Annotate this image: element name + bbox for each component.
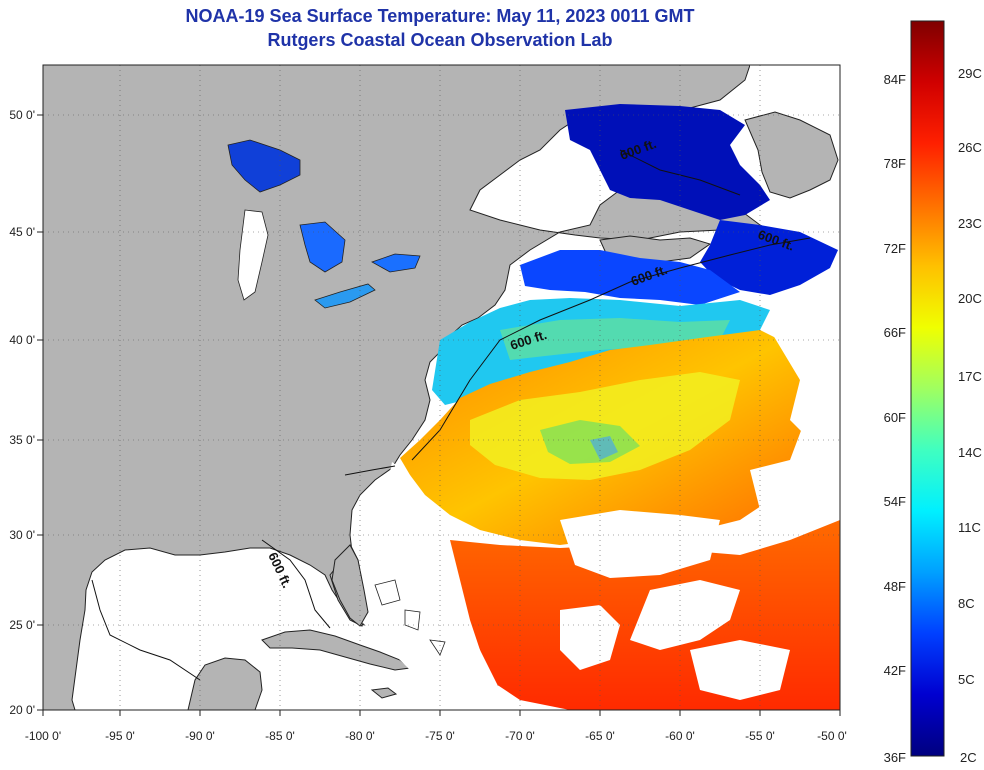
water-gulf-st-lawrence	[565, 104, 770, 220]
colorbar-f-label: 36F	[884, 750, 906, 765]
colorbar-f-label: 54F	[884, 494, 906, 509]
colorbar-f-label: 48F	[884, 579, 906, 594]
isobath-600ft	[91, 149, 811, 681]
map-title: NOAA-19 Sea Surface Temperature: May 11,…	[185, 6, 695, 26]
lake-michigan	[237, 209, 269, 301]
lon-tick-label: -80 0'	[345, 729, 375, 743]
colorbar-f-label: 78F	[884, 156, 906, 171]
colorbar-f-label: 42F	[884, 663, 906, 678]
lon-tick-label: -100 0'	[25, 729, 61, 743]
water-gulf-of-maine	[520, 250, 740, 305]
lake-superior	[227, 139, 301, 193]
lat-tick-label: 40 0'	[9, 333, 35, 347]
colorbar-f-label: 60F	[884, 410, 906, 425]
lake-ontario	[371, 253, 421, 273]
colorbar-c-label: 11C	[958, 520, 981, 535]
land-florida-peninsula	[331, 544, 369, 627]
lon-tick-label: -75 0'	[425, 729, 455, 743]
land-yucatan	[187, 657, 263, 710]
map-area: 600 ft. 600 ft. 600 ft. 600 ft. 600 ft.	[43, 65, 840, 710]
axis-ticks	[37, 114, 841, 716]
lat-tick-label: 30 0'	[9, 528, 35, 542]
cloud-cover	[690, 640, 790, 700]
land-newfoundland	[744, 111, 839, 199]
colorbar-c-label: 8C	[958, 596, 975, 611]
land-jamaica	[370, 687, 398, 699]
lat-tick-label: 50 0'	[9, 108, 35, 122]
colorbar-c-label: 14C	[958, 445, 982, 460]
cloud-cover	[560, 605, 620, 670]
water-mixed-patch	[590, 436, 618, 460]
colorbar-f-label: 84F	[884, 72, 906, 87]
lon-tick-label: -55 0'	[745, 729, 775, 743]
temperature-colorbar	[910, 20, 945, 757]
land-bahamas	[374, 579, 446, 656]
lake-huron	[299, 221, 346, 273]
water-slope-green	[500, 318, 730, 360]
map-frame	[42, 64, 841, 711]
lon-tick-label: -65 0'	[585, 729, 615, 743]
lat-tick-label: 45 0'	[9, 225, 35, 239]
colorbar-f-label: 72F	[884, 241, 906, 256]
colorbar-f-label: 66F	[884, 325, 906, 340]
swath-no-data	[360, 462, 500, 695]
cloud-cover	[750, 460, 810, 510]
cloud-cover	[770, 280, 840, 440]
lon-tick-label: -50 0'	[817, 729, 847, 743]
land-north-america	[43, 65, 791, 710]
colorbar-c-label: 29C	[958, 66, 982, 81]
colorbar-c-label: 23C	[958, 216, 982, 231]
lat-tick-label: 20 0'	[9, 703, 35, 717]
colorbar-c-label: 5C	[958, 672, 975, 687]
lon-tick-label: -60 0'	[665, 729, 695, 743]
lon-tick-label: -70 0'	[505, 729, 535, 743]
colorbar-c-label: 20C	[958, 291, 982, 306]
colorbar-c-label: 26C	[958, 140, 982, 155]
colorbar-c-label: 17C	[958, 369, 982, 384]
cloud-cover	[630, 580, 740, 650]
lon-tick-label: -85 0'	[265, 729, 295, 743]
lat-tick-label: 25 0'	[9, 618, 35, 632]
lat-tick-label: 35 0'	[9, 433, 35, 447]
colorbar-c-label: 2C	[960, 750, 977, 765]
map-subtitle: Rutgers Coastal Ocean Observation Lab	[267, 30, 613, 50]
lon-tick-label: -95 0'	[105, 729, 135, 743]
swath-no-data	[750, 65, 840, 120]
lon-tick-label: -90 0'	[185, 729, 215, 743]
